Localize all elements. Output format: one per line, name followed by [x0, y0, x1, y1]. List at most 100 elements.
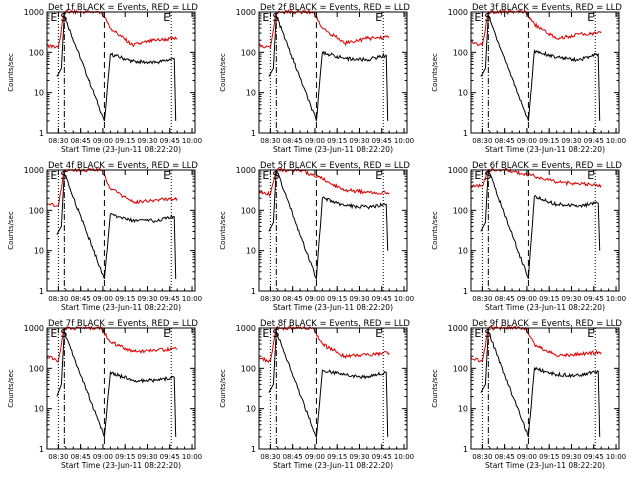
y-tick-label: 1 — [463, 445, 468, 454]
x-tick-label: 09:45 — [584, 137, 604, 145]
marker-label: S — [60, 169, 67, 182]
x-tick-label: 09:00 — [93, 453, 113, 461]
plot-frame — [46, 327, 196, 450]
x-tick-label: 09:45 — [160, 295, 180, 303]
marker-label: E — [587, 169, 594, 182]
plot-frame — [470, 169, 620, 292]
panel-title: Det 4f BLACK = Events, RED = LLD — [48, 161, 198, 171]
x-tick-label: 08:45 — [283, 295, 303, 303]
lld-series-line — [46, 8, 178, 49]
x-tick-label: 10:00 — [394, 295, 414, 303]
y-tick-label: 10 — [246, 405, 256, 414]
panel-title: Det 3f BLACK = Events, RED = LLD — [472, 3, 622, 13]
y-tick-label: 1 — [463, 129, 468, 138]
x-tick-label: 08:30 — [48, 453, 68, 461]
y-axis-label: Counts/sec — [219, 369, 227, 408]
marker-label: E — [262, 169, 269, 182]
y-tick-label: 10 — [458, 247, 468, 256]
events-series-line — [480, 330, 601, 438]
x-tick-label: 08:45 — [71, 137, 91, 145]
y-tick-label: 100 — [241, 48, 256, 57]
x-tick-label: 09:00 — [305, 453, 325, 461]
lld-series-line — [470, 325, 602, 363]
y-axis-label: Counts/sec — [431, 369, 439, 408]
y-axis-label: Counts/sec — [7, 369, 15, 408]
y-tick-label: 100 — [453, 206, 468, 215]
x-tick-label: 09:15 — [539, 295, 559, 303]
x-tick-label: 10:00 — [182, 137, 202, 145]
marker-label: S — [272, 11, 279, 24]
y-tick-label: 10 — [34, 247, 44, 256]
events-series-line — [56, 330, 177, 439]
x-tick-label: 09:30 — [349, 453, 369, 461]
events-series-line — [56, 15, 177, 122]
x-axis-label: Start Time (23-Jun-11 08:22:20) — [61, 303, 181, 312]
x-tick-label: 08:30 — [260, 137, 280, 145]
y-tick-label: 1000 — [24, 8, 44, 17]
marker-label: E — [375, 327, 382, 340]
x-tick-label: 08:45 — [71, 295, 91, 303]
x-axis-label: Start Time (23-Jun-11 08:22:20) — [485, 461, 605, 470]
y-tick-label: 100 — [29, 364, 44, 373]
panel-title: Det 2f BLACK = Events, RED = LLD — [260, 3, 410, 13]
events-series-line — [268, 169, 389, 281]
x-tick-label: 08:30 — [260, 453, 280, 461]
x-tick-label: 08:45 — [495, 453, 515, 461]
x-tick-label: 09:15 — [327, 137, 347, 145]
x-tick-label: 10:00 — [606, 295, 626, 303]
y-tick-label: 1000 — [24, 166, 44, 175]
x-tick-label: 10:00 — [394, 453, 414, 461]
y-tick-label: 1 — [39, 129, 44, 138]
x-tick-label: 08:45 — [71, 453, 91, 461]
x-tick-label: 08:30 — [48, 295, 68, 303]
x-tick-label: 10:00 — [182, 453, 202, 461]
y-tick-label: 100 — [453, 364, 468, 373]
x-tick-label: 09:45 — [372, 295, 392, 303]
events-series-line — [480, 169, 601, 280]
y-tick-label: 10 — [458, 405, 468, 414]
x-axis-label: Start Time (23-Jun-11 08:22:20) — [485, 303, 605, 312]
x-tick-label: 09:00 — [517, 295, 537, 303]
x-tick-label: 09:00 — [517, 137, 537, 145]
x-tick-label: 09:00 — [517, 453, 537, 461]
plot-frame — [46, 11, 196, 134]
x-tick-label: 09:15 — [539, 453, 559, 461]
x-tick-label: 09:15 — [115, 453, 135, 461]
marker-label: E — [262, 11, 269, 24]
x-tick-label: 08:30 — [260, 295, 280, 303]
marker-label: E — [50, 169, 57, 182]
x-tick-label: 09:30 — [561, 453, 581, 461]
x-tick-label: 08:30 — [472, 137, 492, 145]
x-tick-label: 09:15 — [327, 295, 347, 303]
x-tick-label: 08:30 — [472, 453, 492, 461]
y-tick-label: 1 — [39, 445, 44, 454]
x-tick-label: 10:00 — [394, 137, 414, 145]
y-axis-label: Counts/sec — [431, 53, 439, 92]
y-axis-label: Counts/sec — [7, 53, 15, 92]
y-axis-label: Counts/sec — [431, 211, 439, 250]
lld-series-line — [258, 167, 390, 198]
y-tick-label: 1000 — [236, 8, 256, 17]
y-tick-label: 1 — [39, 287, 44, 296]
y-axis-label: Counts/sec — [219, 53, 227, 92]
x-tick-label: 09:15 — [115, 137, 135, 145]
y-tick-label: 10 — [34, 89, 44, 98]
x-tick-label: 09:45 — [372, 453, 392, 461]
x-tick-label: 09:00 — [93, 137, 113, 145]
x-tick-label: 09:30 — [349, 295, 369, 303]
marker-label: E — [474, 327, 481, 340]
y-tick-label: 1 — [251, 445, 256, 454]
plot-frame — [470, 11, 620, 134]
marker-label: S — [60, 11, 67, 24]
marker-label: E — [163, 11, 170, 24]
y-tick-label: 10 — [246, 247, 256, 256]
y-axis-label: Counts/sec — [7, 211, 15, 250]
y-tick-label: 1000 — [236, 324, 256, 333]
x-tick-label: 09:30 — [561, 295, 581, 303]
x-tick-label: 09:30 — [137, 137, 157, 145]
